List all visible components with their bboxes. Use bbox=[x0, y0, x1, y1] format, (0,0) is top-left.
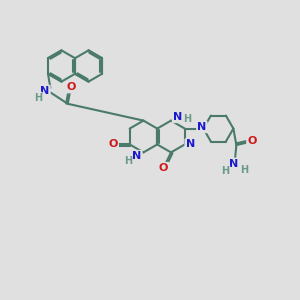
Text: H: H bbox=[124, 156, 132, 166]
Text: N: N bbox=[229, 159, 238, 169]
Text: O: O bbox=[247, 136, 257, 146]
Text: H: H bbox=[183, 114, 191, 124]
Text: N: N bbox=[185, 140, 195, 149]
Text: O: O bbox=[159, 163, 168, 173]
Text: H: H bbox=[221, 166, 229, 176]
Text: N: N bbox=[197, 122, 206, 132]
Text: N: N bbox=[40, 86, 50, 96]
Text: H: H bbox=[34, 93, 42, 103]
Text: H: H bbox=[240, 165, 248, 175]
Text: O: O bbox=[109, 140, 118, 149]
Text: N: N bbox=[132, 151, 142, 161]
Text: O: O bbox=[66, 82, 76, 92]
Text: N: N bbox=[173, 112, 182, 122]
